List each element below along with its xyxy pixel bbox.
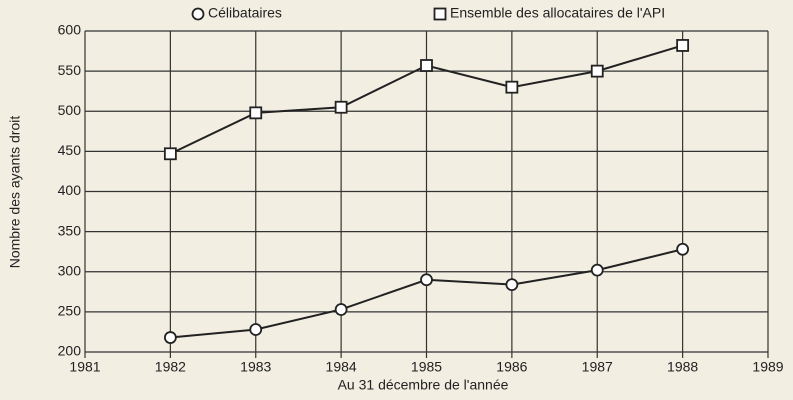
data-point bbox=[676, 39, 690, 52]
data-point bbox=[676, 242, 690, 256]
y-tick-label: 600 bbox=[58, 22, 82, 38]
y-axis-label: Nombre des ayants droit bbox=[7, 116, 23, 269]
data-point bbox=[505, 80, 519, 94]
data-point bbox=[420, 59, 433, 72]
y-tick-label: 400 bbox=[58, 182, 82, 198]
data-point bbox=[334, 100, 348, 114]
data-point bbox=[505, 278, 519, 291]
x-tick-label: 1985 bbox=[411, 359, 442, 375]
data-point bbox=[590, 64, 604, 78]
data-point bbox=[249, 106, 263, 120]
y-tick-label: 300 bbox=[58, 262, 82, 278]
x-tick-label: 1989 bbox=[752, 359, 783, 375]
data-point bbox=[163, 331, 177, 344]
x-tick-label: 1988 bbox=[667, 359, 698, 375]
x-tick-label: 1987 bbox=[582, 359, 613, 375]
legend-label: Ensemble des allocataires de l'API bbox=[450, 5, 665, 21]
x-tick-label: 1984 bbox=[326, 359, 357, 375]
data-point bbox=[420, 273, 433, 287]
x-tick-label: 1982 bbox=[155, 359, 186, 375]
x-tick-label: 1983 bbox=[240, 359, 271, 375]
legend-marker bbox=[433, 7, 447, 21]
y-tick-label: 350 bbox=[58, 222, 82, 238]
y-tick-label: 250 bbox=[58, 303, 82, 319]
y-tick-label: 450 bbox=[58, 142, 82, 158]
data-point bbox=[334, 303, 348, 316]
x-tick-label: 1981 bbox=[69, 359, 100, 375]
y-tick-label: 200 bbox=[58, 343, 82, 359]
x-axis-label: Au 31 décembre de l'année bbox=[338, 377, 509, 393]
x-tick-label: 1986 bbox=[496, 359, 527, 375]
data-point bbox=[163, 147, 177, 161]
y-tick-label: 550 bbox=[58, 62, 82, 78]
legend-label: Célibataires bbox=[208, 5, 282, 21]
data-point bbox=[590, 263, 604, 277]
y-tick-label: 500 bbox=[58, 102, 82, 118]
data-point bbox=[249, 323, 263, 336]
legend-marker bbox=[191, 7, 205, 21]
